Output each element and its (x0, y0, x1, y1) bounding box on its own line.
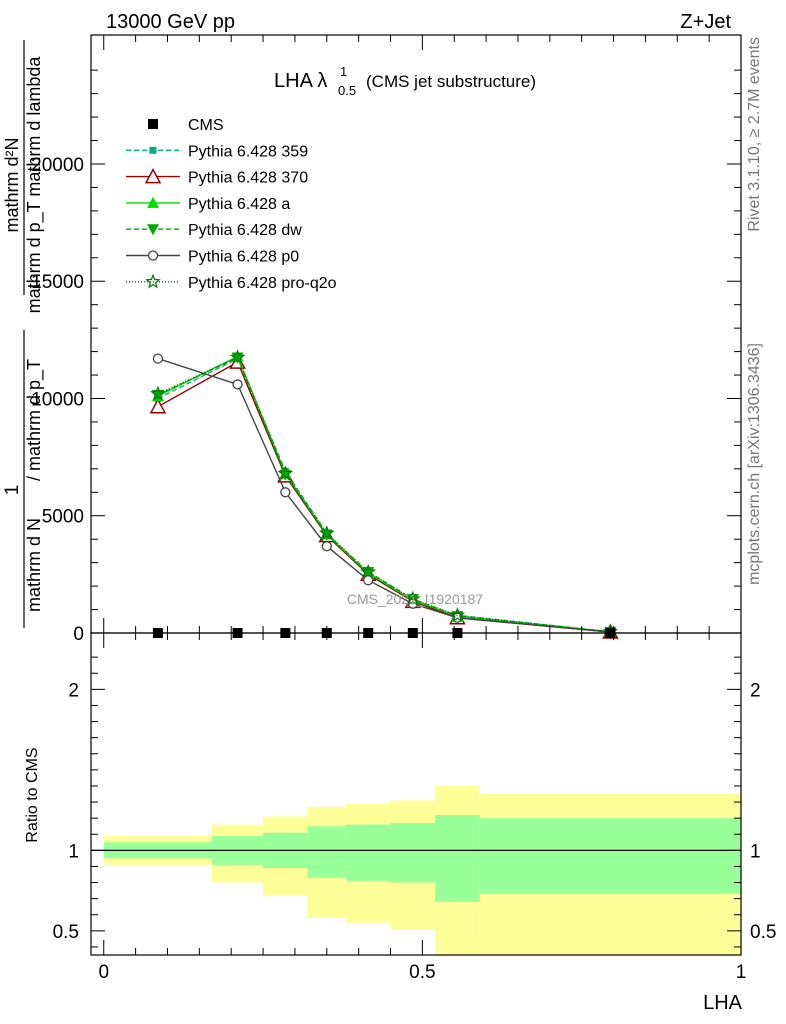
ratio-y-tick-label-right: 1 (750, 841, 761, 862)
ratio-x-tick-label: 0.5 (409, 962, 435, 983)
ratio-inner-band-7 (479, 818, 741, 894)
legend-label: Pythia 6.428 359 (188, 143, 308, 160)
data-point-6-2 (277, 465, 294, 481)
data-point-5-2 (280, 487, 291, 498)
data-point-6-0 (150, 385, 166, 401)
data-point-5-4 (363, 575, 374, 586)
legend-label: CMS (188, 117, 224, 134)
ylabel-frac-denominator: mathrm d p_T mathrm d lambda (24, 56, 45, 314)
legend-marker (144, 168, 162, 184)
main-y-tick-label: 5000 (42, 507, 84, 528)
ratio-frame-box (90, 632, 742, 956)
legend-marker (148, 119, 158, 129)
series-line-5 (157, 357, 611, 633)
x-axis-label: LHA (703, 992, 743, 1014)
rivet-version-label: Rivet 3.1.10, ≥ 2.7M events (746, 37, 763, 232)
data-point-6-3 (319, 525, 335, 540)
header-process-label: 13000 GeV pp (106, 11, 235, 33)
series-line-4 (157, 356, 611, 633)
plot-title-subscript: 0.5 (338, 83, 356, 98)
main-y-tick-label: 20000 (31, 155, 84, 176)
legend-marker (147, 250, 159, 261)
plot-title-suffix: (CMS jet substructure) (366, 72, 536, 91)
data-point-5-1 (232, 379, 243, 390)
legend-marker (145, 273, 161, 289)
data-point-6-4 (360, 563, 376, 579)
ratio-inner-band-3 (307, 826, 346, 878)
main-y-tick-label: 15000 (31, 272, 84, 293)
data-point-6-1 (229, 349, 246, 365)
data-point-6-6 (449, 607, 466, 623)
plot-title-main: LHA λ (274, 70, 327, 92)
legend-entry-0: CMS (148, 117, 224, 134)
main-y-axis-label: 1 mathrm d N / mathrm d p_T mathrm d²N m… (2, 40, 45, 628)
data-point-5-3 (321, 541, 332, 552)
ratio-x-tick-label: 0 (98, 962, 109, 983)
main-plot-frame: 0 5000 10000 15000 20000 (31, 34, 742, 955)
data-point-5-0 (152, 353, 164, 364)
data-point-5-5 (407, 598, 418, 609)
legend-entry-1: Pythia 6.428 359 (126, 143, 308, 160)
plot-title: LHA λ (274, 70, 327, 92)
mcplots-label: mcplots.cern.ch [arXiv:1306.3436] (746, 343, 763, 585)
data-point-6-5 (405, 590, 421, 606)
ratio-x-tick-label: 1 (736, 962, 747, 983)
legend-label: Pythia 6.428 p0 (188, 249, 299, 266)
ratio-inner-band-4 (345, 824, 391, 881)
header-analysis-label: Z+Jet (680, 11, 731, 33)
ratio-y-tick-label: 2 (68, 680, 79, 701)
ratio-y-tick-label-right: 2 (750, 680, 761, 701)
ratio-inner-band-6 (435, 814, 480, 902)
ratio-plot-frame: 0.5 0.51 12 20 0.5 1 (53, 632, 776, 983)
ratio-plot-area (91, 785, 741, 955)
ratio-y-tick-label: 1 (68, 841, 79, 862)
ratio-y-axis-label: Ratio to CMS (24, 747, 41, 842)
legend-label: Pythia 6.428 dw (188, 222, 302, 239)
main-y-tick-label: 10000 (31, 389, 84, 410)
ylabel-left-denominator: mathrm d N (24, 518, 44, 612)
ratio-inner-band-5 (390, 822, 436, 883)
ratio-y-tick-label-right: 0.5 (750, 922, 776, 943)
ylabel-middle: / mathrm d p_T (24, 359, 45, 481)
legend-label: Pythia 6.428 pro-q2o (188, 275, 337, 292)
series-line-6 (157, 356, 611, 633)
legend-marker (147, 196, 159, 208)
ylabel-one: 1 (2, 485, 23, 496)
data-point-2-0 (149, 398, 167, 414)
ratio-y-tick-label: 0.5 (53, 922, 79, 943)
data-point-4-2 (279, 469, 292, 481)
legend-marker (147, 224, 159, 236)
analysis-watermark: CMS_2021_I1920187 (347, 591, 483, 607)
plot-title-superscript: 1 (340, 64, 347, 79)
legend-entry-2: Pythia 6.428 370 (126, 168, 308, 187)
data-point-4-3 (320, 529, 333, 541)
main-y-tick-label: 0 (73, 624, 84, 645)
legend-entry-4: Pythia 6.428 dw (126, 222, 302, 239)
legend-entry-6: Pythia 6.428 pro-q2o (126, 273, 337, 292)
legend: CMS Pythia 6.428 359 Pythia 6.428 370 Pythi… (126, 117, 337, 292)
ylabel-frac-numerator: mathrm d²N (2, 137, 22, 232)
legend-entry-3: Pythia 6.428 a (126, 196, 290, 213)
legend-label: Pythia 6.428 a (188, 196, 290, 213)
legend-label: Pythia 6.428 370 (188, 170, 308, 187)
legend-entry-5: Pythia 6.428 p0 (126, 249, 299, 266)
legend-marker (149, 146, 157, 154)
